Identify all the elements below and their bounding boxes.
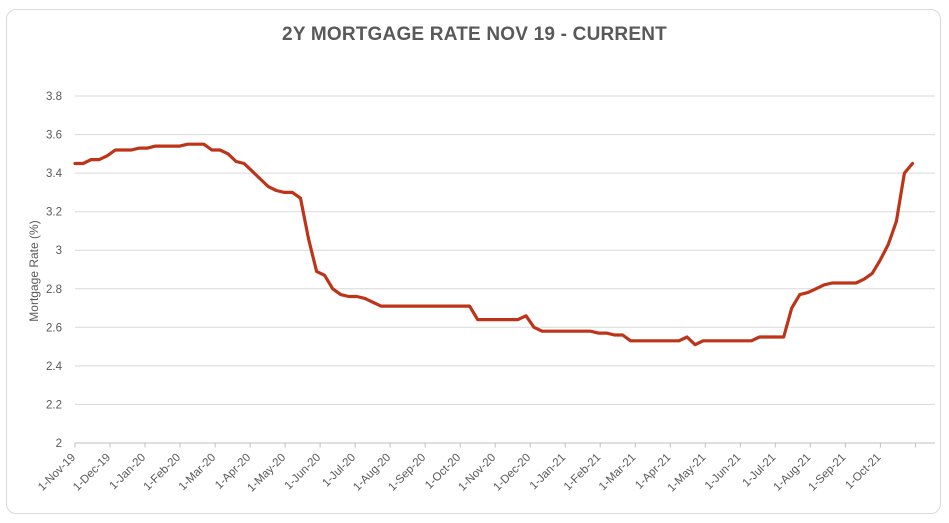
y-tick-label: 3	[56, 245, 62, 257]
x-tick-label: 1-Feb-21	[562, 452, 603, 493]
x-tick-label: 1-Sep-21	[806, 452, 848, 494]
y-tick-label: 2.8	[46, 284, 62, 296]
rate-line	[73, 142, 915, 347]
y-tick-label: 2.4	[46, 361, 63, 373]
y-tick-label: 2	[56, 438, 62, 450]
x-tick-label: 1-Aug-20	[351, 452, 393, 494]
y-tick-label: 2.6	[46, 322, 62, 334]
x-tick-label: 1-May-21	[666, 452, 709, 495]
chart-border	[6, 9, 941, 514]
y-tick-label: 3.8	[46, 91, 62, 103]
y-tick-label: 2.2	[46, 399, 62, 411]
x-tick-label: 1-Feb-20	[142, 452, 183, 493]
x-tick-label: 1-Dec-20	[491, 452, 533, 494]
x-tick-label: 1-Jun-20	[283, 452, 324, 493]
chart-title: 2Y MORTGAGE RATE NOV 19 - CURRENT	[282, 24, 667, 45]
y-tick-label: 3.4	[46, 168, 63, 180]
x-tick-label: 1-Mar-21	[597, 452, 638, 493]
x-tick-label: 1-Nov-19	[36, 452, 78, 494]
x-tick-label: 1-Oct-21	[843, 452, 883, 492]
x-tick-label: 1-Sep-20	[386, 452, 428, 494]
y-tick-label: 3.6	[46, 130, 62, 142]
x-tick-label: 1-Aug-21	[771, 452, 813, 494]
x-tick-label: 1-May-20	[245, 452, 288, 495]
x-tick-label: 1-Dec-19	[71, 452, 113, 494]
x-tick-label: 1-Mar-20	[177, 452, 218, 493]
x-tick-label: 1-Jun-21	[703, 452, 744, 493]
x-tick-label: 1-Nov-20	[456, 452, 498, 494]
y-tick-label: 3.2	[46, 207, 62, 219]
